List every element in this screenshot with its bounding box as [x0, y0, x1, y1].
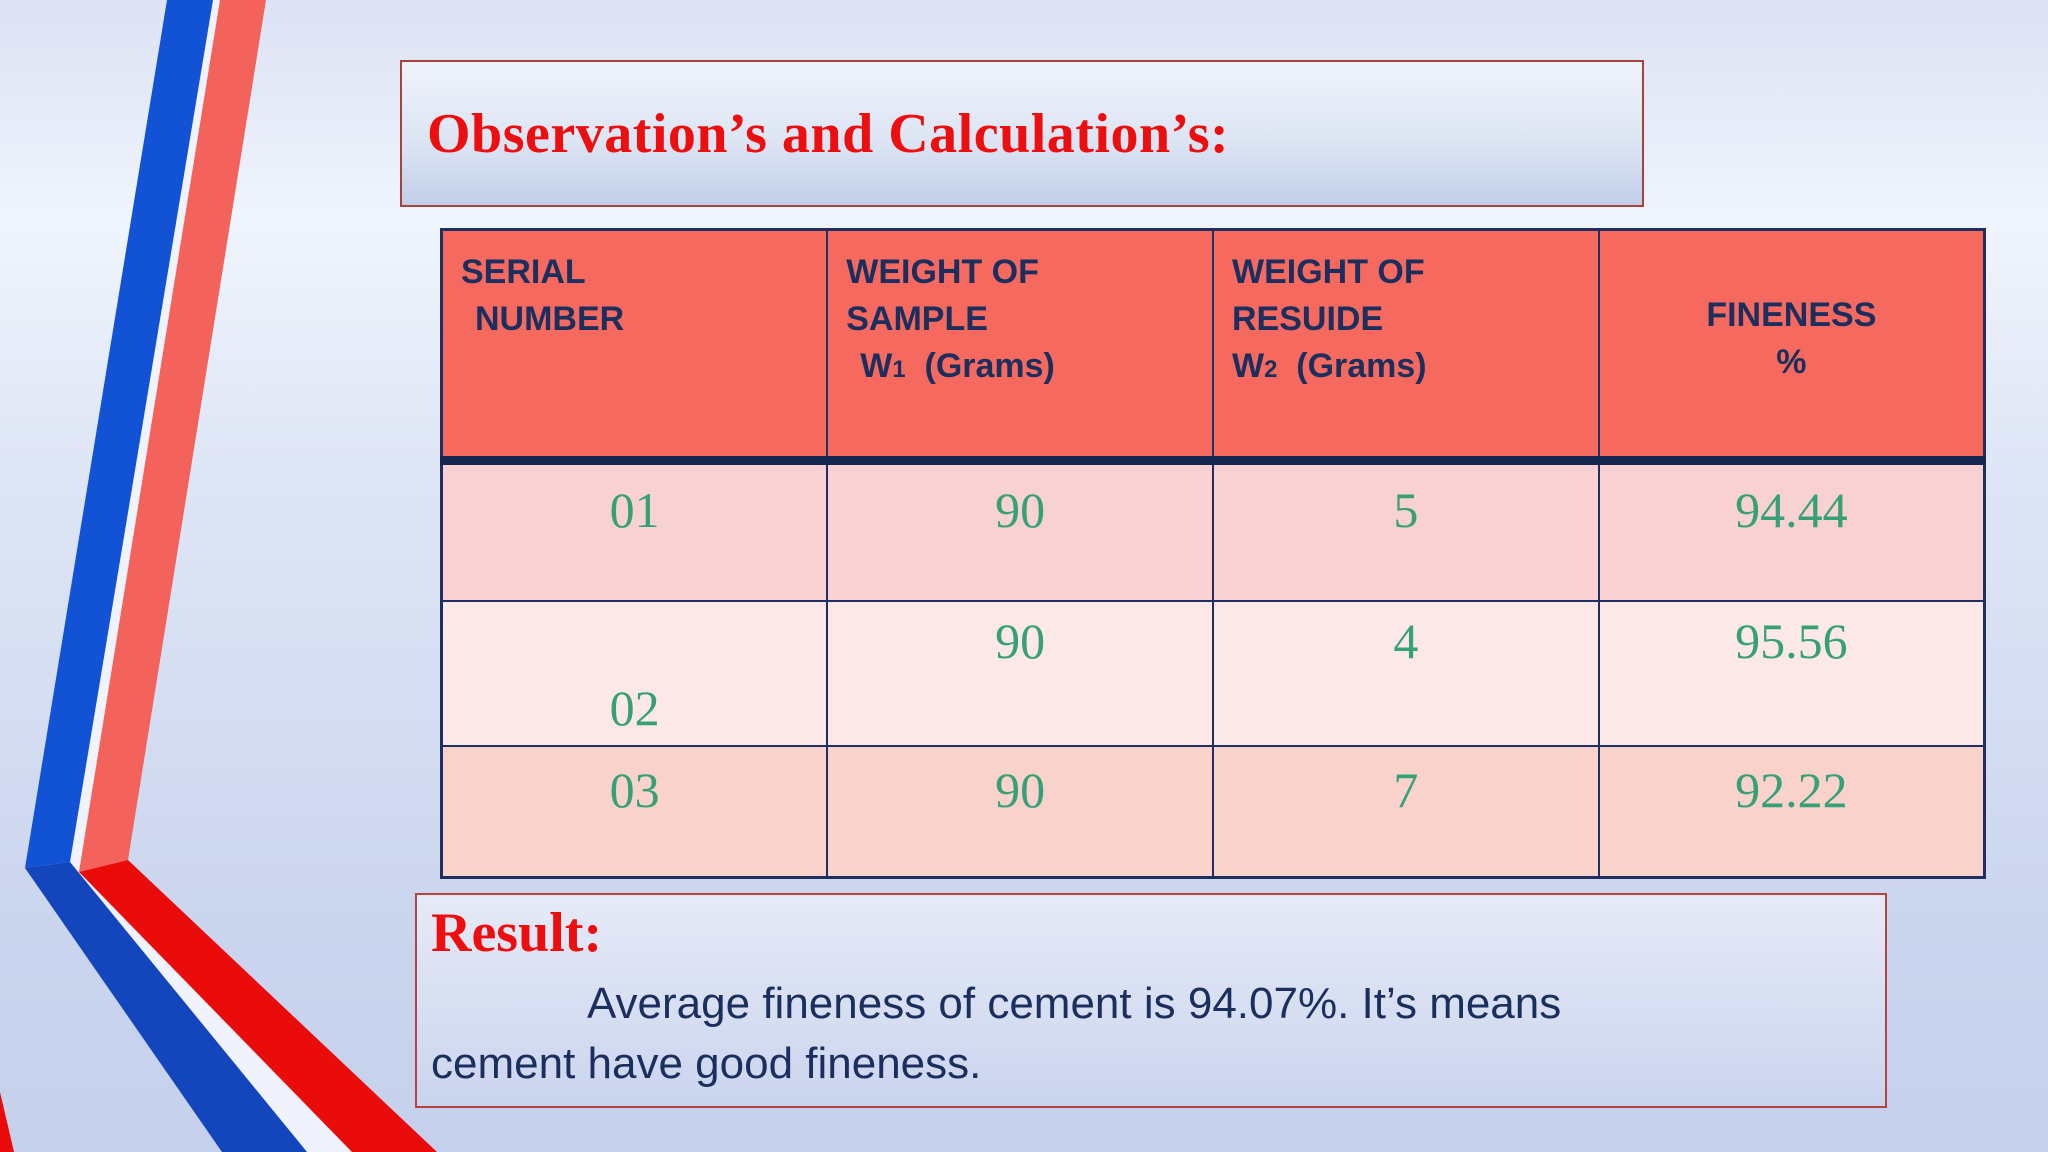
- header-line: SAMPLE: [846, 300, 988, 338]
- w-subscript: 1: [892, 356, 906, 383]
- unit-label: (Grams): [1296, 347, 1427, 385]
- cell-w2: 5: [1212, 459, 1600, 602]
- result-text-line1: Average fineness of cement is 94.07%. It…: [587, 979, 1562, 1028]
- table-row: 01 90 5 94.44: [440, 459, 1986, 602]
- cell-fineness: 92.22: [1597, 744, 1986, 879]
- cell-w1: 90: [826, 744, 1214, 879]
- cell-w2: 7: [1212, 744, 1600, 879]
- table-row: 02 90 4 95.56: [440, 599, 1986, 747]
- observations-table: SERIAL NUMBER WEIGHT OF SAMPLE W1 (Grams…: [440, 228, 1986, 879]
- table-row: 03 90 7 92.22: [440, 744, 1986, 879]
- cell-fineness: 94.44: [1597, 459, 1986, 602]
- title-box: Observation’s and Calculation’s:: [400, 60, 1644, 207]
- header-fineness: FINENESS %: [1597, 228, 1986, 465]
- decorative-stripes: [0, 0, 437, 1152]
- cell-serial: 02: [440, 599, 829, 747]
- result-label: Result:: [431, 902, 603, 964]
- header-line: WEIGHT OF: [1232, 253, 1425, 291]
- cell-w1: 90: [826, 599, 1214, 747]
- unit-label: (Grams): [924, 347, 1055, 385]
- header-serial-number: SERIAL NUMBER: [440, 228, 829, 465]
- w-subscript: 2: [1264, 356, 1278, 383]
- cell-w2: 4: [1212, 599, 1600, 747]
- stripe-red-lower: [79, 860, 437, 1152]
- header-line: FINENESS: [1706, 295, 1877, 334]
- w-symbol: W: [1232, 347, 1265, 385]
- stripe-red-upper: [79, 0, 266, 872]
- stripe-blue-lower: [25, 862, 307, 1152]
- page-title: Observation’s and Calculation’s:: [427, 102, 1230, 165]
- corner-red-triangle: [0, 1092, 14, 1152]
- header-symbol-line: W1 (Grams): [846, 343, 1204, 393]
- header-line: %: [1776, 342, 1807, 381]
- table-header-row: SERIAL NUMBER WEIGHT OF SAMPLE W1 (Grams…: [440, 228, 1986, 465]
- header-symbol-line: W2 (Grams): [1232, 343, 1590, 393]
- stripe-gap-upper: [70, 0, 220, 872]
- header-line: RESUIDE: [1232, 300, 1384, 338]
- result-box: Result: Average fineness of cement is 94…: [415, 893, 1887, 1108]
- stripe-blue-upper: [25, 0, 213, 868]
- header-line: WEIGHT OF: [846, 253, 1039, 291]
- header-weight-of-resuide: WEIGHT OF RESUIDE W2 (Grams): [1212, 228, 1600, 465]
- result-text-line2: cement have good fineness.: [431, 1039, 982, 1088]
- cell-serial: 01: [440, 459, 829, 602]
- w-symbol: W: [860, 347, 893, 385]
- cell-w1: 90: [826, 459, 1214, 602]
- header-line: SERIAL: [461, 253, 586, 291]
- header-weight-of-sample: WEIGHT OF SAMPLE W1 (Grams): [826, 228, 1214, 465]
- cell-serial: 03: [440, 744, 829, 879]
- cell-fineness: 95.56: [1597, 599, 1986, 747]
- header-line: NUMBER: [475, 300, 625, 338]
